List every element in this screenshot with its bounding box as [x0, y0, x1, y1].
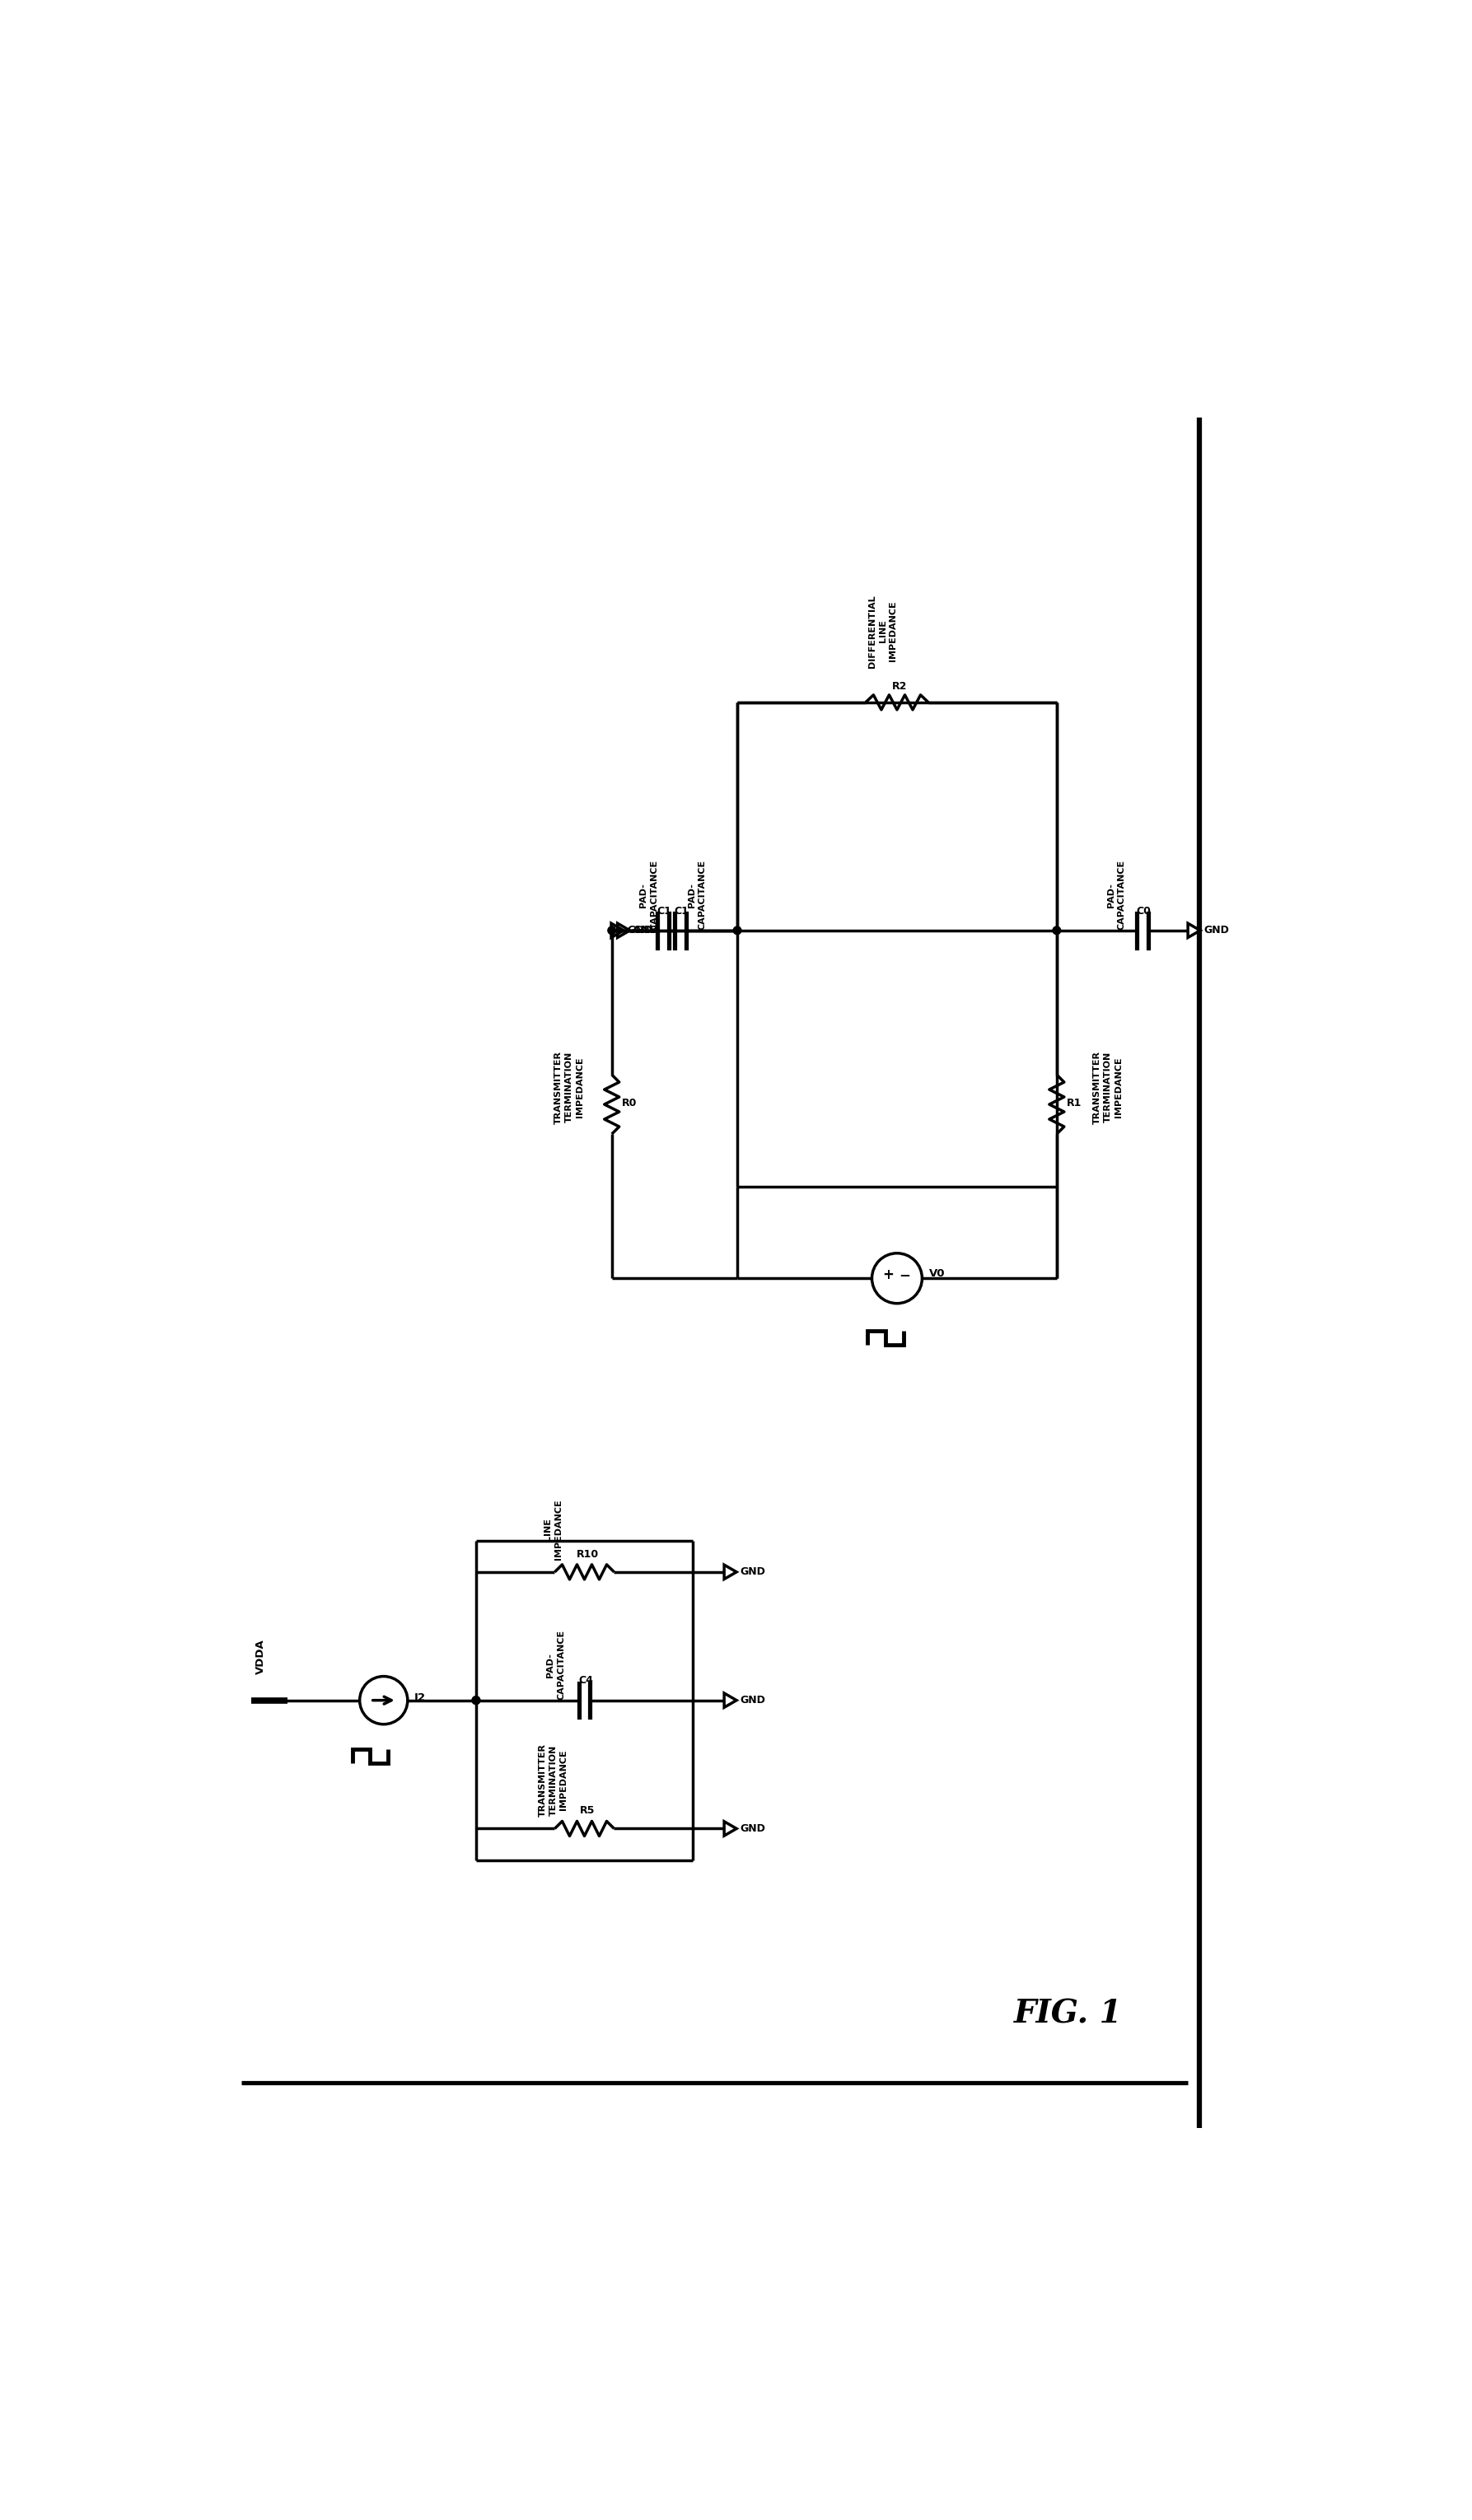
- Text: LINE
IMPEDANCE: LINE IMPEDANCE: [543, 1499, 562, 1560]
- Text: GND: GND: [740, 1696, 765, 1706]
- Text: R2: R2: [892, 680, 907, 693]
- Text: R10: R10: [576, 1550, 599, 1560]
- Text: GND: GND: [633, 925, 658, 935]
- Text: C0: C0: [1136, 907, 1151, 917]
- Text: FIG. 1: FIG. 1: [1014, 1998, 1122, 2029]
- Circle shape: [1052, 927, 1061, 935]
- Text: PAD-
CAPACITANCE: PAD- CAPACITANCE: [546, 1630, 565, 1701]
- Text: R1: R1: [1067, 1099, 1082, 1109]
- Text: VDDA: VDDA: [256, 1641, 266, 1676]
- Text: C1: C1: [657, 907, 671, 917]
- Text: PAD-
CAPACITANCE: PAD- CAPACITANCE: [639, 859, 658, 930]
- Text: −: −: [899, 1268, 910, 1283]
- Text: GND: GND: [627, 925, 654, 935]
- Text: TRANSMITTER
TERMINATION
IMPEDANCE: TRANSMITTER TERMINATION IMPEDANCE: [539, 1744, 568, 1817]
- Text: GND: GND: [1204, 925, 1229, 935]
- Circle shape: [608, 927, 615, 935]
- Text: GND: GND: [740, 1824, 765, 1835]
- Text: TRANSMITTER
TERMINATION
IMPEDANCE: TRANSMITTER TERMINATION IMPEDANCE: [555, 1051, 584, 1124]
- Text: R5: R5: [580, 1804, 595, 1817]
- Text: DIFFERENTIAL
LINE
IMPEDANCE: DIFFERENTIAL LINE IMPEDANCE: [868, 595, 898, 668]
- Text: PAD-
CAPACITANCE: PAD- CAPACITANCE: [687, 859, 707, 930]
- Text: +: +: [883, 1268, 894, 1283]
- Text: I2: I2: [415, 1691, 425, 1704]
- Text: C4: C4: [578, 1676, 593, 1686]
- Text: R0: R0: [623, 1099, 637, 1109]
- Text: C1: C1: [674, 907, 689, 917]
- Circle shape: [733, 927, 742, 935]
- Text: TRANSMITTER
TERMINATION
IMPEDANCE: TRANSMITTER TERMINATION IMPEDANCE: [1094, 1051, 1123, 1124]
- Text: PAD-
CAPACITANCE: PAD- CAPACITANCE: [1107, 859, 1126, 930]
- Text: V0: V0: [929, 1268, 945, 1280]
- Circle shape: [473, 1696, 480, 1704]
- Circle shape: [473, 1696, 480, 1704]
- Text: GND: GND: [740, 1567, 765, 1578]
